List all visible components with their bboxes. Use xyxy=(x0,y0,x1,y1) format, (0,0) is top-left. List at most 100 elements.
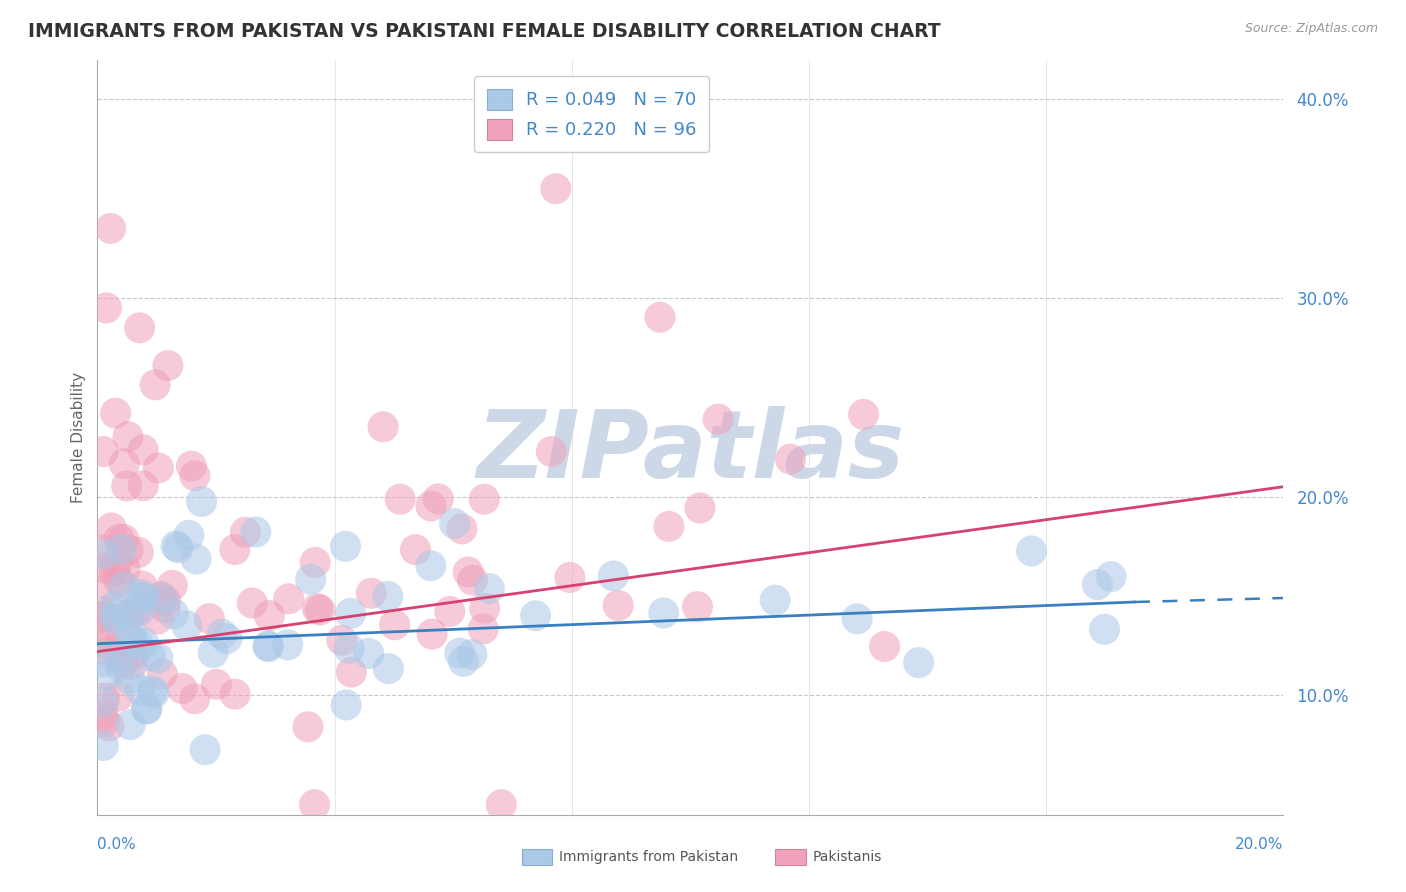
Point xyxy=(110,660,132,674)
Point xyxy=(180,459,202,474)
Point xyxy=(91,655,114,669)
Point xyxy=(112,580,135,594)
Point xyxy=(404,542,426,557)
Point xyxy=(131,591,153,606)
Point xyxy=(224,687,246,701)
Point xyxy=(128,320,150,334)
Point xyxy=(149,590,172,604)
Point xyxy=(190,494,212,508)
Point xyxy=(146,612,169,626)
Point xyxy=(162,578,184,592)
Point xyxy=(129,587,152,601)
Text: 20.0%: 20.0% xyxy=(1234,837,1284,852)
Point xyxy=(304,555,326,569)
Point xyxy=(114,562,136,576)
Point xyxy=(907,656,929,670)
Point xyxy=(245,524,267,539)
Point xyxy=(93,691,115,706)
Point xyxy=(846,612,869,626)
Point xyxy=(763,593,786,607)
Point xyxy=(472,622,495,636)
Point xyxy=(96,667,118,681)
Point xyxy=(117,430,139,444)
Point xyxy=(176,619,198,633)
Point xyxy=(142,686,165,700)
Point xyxy=(202,646,225,660)
Point xyxy=(117,542,139,557)
Point xyxy=(558,570,581,584)
Text: Source: ZipAtlas.com: Source: ZipAtlas.com xyxy=(1244,22,1378,36)
Point xyxy=(478,582,501,596)
Point xyxy=(167,541,190,555)
Point xyxy=(873,640,896,654)
Point xyxy=(1099,569,1122,583)
Point xyxy=(115,479,138,493)
Point xyxy=(184,552,207,566)
Point xyxy=(112,457,135,471)
Point xyxy=(105,558,128,572)
Point xyxy=(1094,622,1116,636)
Point xyxy=(257,640,280,654)
Point xyxy=(146,651,169,665)
Point xyxy=(540,444,562,458)
Point xyxy=(330,633,353,648)
Point xyxy=(98,719,121,733)
Text: Pakistanis: Pakistanis xyxy=(813,850,882,864)
Point xyxy=(127,545,149,559)
Y-axis label: Female Disability: Female Disability xyxy=(72,371,86,503)
Point xyxy=(420,627,443,641)
Point xyxy=(1087,577,1109,591)
Point xyxy=(277,638,299,652)
Point xyxy=(211,627,233,641)
Point xyxy=(91,610,114,624)
Legend: R = 0.049   N = 70, R = 0.220   N = 96: R = 0.049 N = 70, R = 0.220 N = 96 xyxy=(474,76,710,153)
Point xyxy=(93,714,115,729)
Point xyxy=(852,408,875,422)
Point xyxy=(457,565,479,579)
Point xyxy=(103,564,125,578)
Point xyxy=(110,635,132,649)
Point xyxy=(148,461,170,475)
Text: Immigrants from Pakistan: Immigrants from Pakistan xyxy=(560,850,738,864)
Point xyxy=(779,452,801,467)
Point xyxy=(384,617,406,632)
Point xyxy=(129,602,152,616)
Point xyxy=(427,491,450,506)
Point xyxy=(120,632,142,647)
Point xyxy=(104,607,127,622)
Point xyxy=(299,572,322,586)
Point xyxy=(472,492,495,507)
Point xyxy=(335,698,357,712)
Point xyxy=(389,492,412,507)
Point xyxy=(121,657,143,671)
Point xyxy=(184,468,207,483)
Point xyxy=(162,607,184,621)
Point xyxy=(111,657,134,671)
Point xyxy=(544,182,567,196)
Point xyxy=(1021,544,1043,558)
Point xyxy=(607,599,630,613)
Point xyxy=(98,579,121,593)
Point xyxy=(257,639,280,653)
Point xyxy=(602,569,624,583)
Point xyxy=(108,574,131,588)
Point xyxy=(117,609,139,624)
Point xyxy=(153,600,176,615)
Point xyxy=(150,667,173,681)
Point xyxy=(474,601,496,615)
Text: 0.0%: 0.0% xyxy=(97,837,136,852)
Point xyxy=(307,601,329,615)
Point xyxy=(419,558,441,573)
Point xyxy=(297,720,319,734)
Point xyxy=(127,637,149,651)
Point xyxy=(91,739,114,753)
Point xyxy=(652,606,675,620)
Point xyxy=(172,681,194,696)
Point xyxy=(132,479,155,493)
Point xyxy=(132,636,155,650)
Point xyxy=(277,591,299,606)
Point xyxy=(132,442,155,457)
Point xyxy=(121,625,143,640)
Point xyxy=(224,542,246,557)
Point xyxy=(91,444,114,458)
